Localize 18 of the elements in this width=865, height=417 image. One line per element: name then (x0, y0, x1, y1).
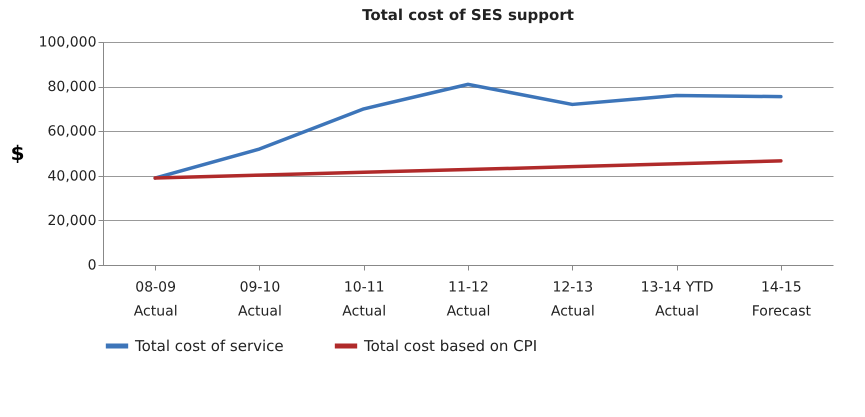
x-tick-label: 11-12 Actual (446, 280, 490, 320)
y-tick-label: 20,000 (48, 212, 96, 229)
legend-label: Total cost based on CPI (363, 337, 538, 355)
y-tick-label: 80,000 (48, 79, 96, 96)
x-tick-label: 14-15 Forecast (752, 280, 812, 320)
x-tick-label: 08-09 Actual (134, 280, 178, 320)
y-tick-label: 100,000 (38, 34, 96, 50)
y-tick-label: 40,000 (48, 168, 96, 184)
line-series (153, 159, 783, 180)
x-tick-label: 09-10 Actual (238, 280, 282, 320)
y-tick-label: 0 (88, 258, 96, 274)
x-tick-label: 12-13 Actual (550, 280, 595, 320)
chart-title: Total cost of SES support (362, 6, 574, 24)
y-axis-title: $ (10, 141, 25, 165)
legend-label: Total cost of service (134, 337, 284, 355)
x-tick-label: 13-14 YTD Actual (640, 280, 714, 320)
y-tick-label: 60,000 (48, 124, 96, 140)
x-tick-label: 10-11 Actual (342, 280, 386, 320)
